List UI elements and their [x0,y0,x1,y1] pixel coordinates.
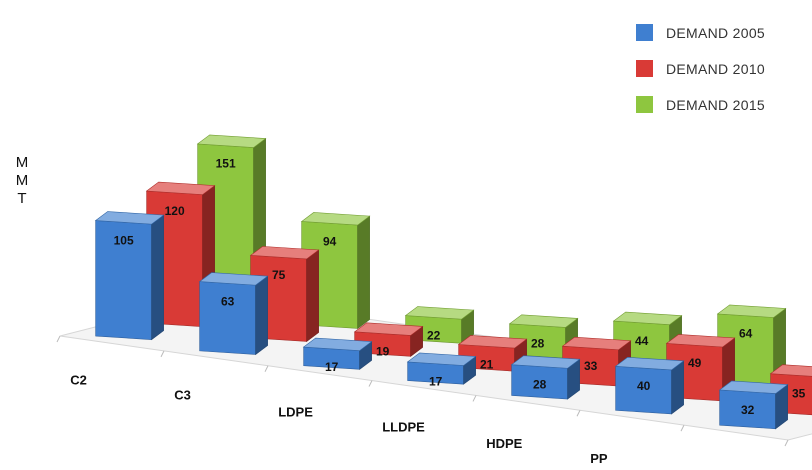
bar-side-face [151,214,164,341]
bar-side-face [306,249,319,343]
bar-data-label: 151 [216,157,236,171]
bar-top-face [406,352,477,366]
bar: 40 [614,356,685,415]
bar-top-face [716,304,787,318]
bar: 63 [198,272,269,356]
x-axis-tick [576,410,581,417]
x-axis-tick-label: PP [590,451,608,466]
y-axis-label-letter: M [16,154,29,171]
bar-top-face [196,134,267,148]
bar-data-label: 22 [427,328,441,342]
bar-top-face [404,306,475,320]
x-axis-tick-label: HDPE [486,436,522,451]
x-axis-tick-label: C3 [174,388,191,403]
bar-top-face [718,380,789,394]
x-axis-tick [784,439,789,447]
bar-top-face [94,211,165,225]
bar-data-label: 21 [480,357,494,371]
legend-label: DEMAND 2015 [666,97,765,113]
bar: 32 [718,380,789,430]
bar-data-label: 28 [531,337,545,351]
bar-front-face [199,281,256,355]
bar-data-label: 94 [323,234,337,248]
bar-side-face [357,215,370,330]
bar-top-face [249,246,320,260]
bar-top-face [300,212,371,226]
bar: 17 [302,337,373,374]
bar-data-label: 35 [792,386,806,400]
x-axis-tick-label: PVC [694,468,721,470]
bar-side-face [255,275,268,356]
x-axis-tick-label: C2 [70,373,87,388]
x-axis-tick [472,395,477,402]
bar-top-face [665,334,736,348]
legend-label: DEMAND 2005 [666,25,765,41]
legend: DEMAND 2005 DEMAND 2010 DEMAND 2015 [636,24,765,113]
x-axis-tick [56,335,61,343]
x-axis-tick-labels: C2 C3 LDPE LLDPE HDPE PP PVC [70,373,721,470]
bar-data-label: 75 [272,268,286,282]
bar-top-face [769,364,812,377]
x-axis-tick-label: LLDPE [382,419,425,434]
bar-top-face [561,336,632,351]
bar: 28 [510,355,581,400]
bar-data-label: 40 [637,379,651,393]
chart-bars: 1519422284464441207519213349351056317172… [94,134,812,430]
bar-data-label: 17 [429,375,443,389]
legend-swatch [636,96,653,113]
bar-top-face [612,311,683,325]
legend-item: DEMAND 2010 [636,60,765,77]
legend-label: DEMAND 2010 [666,61,765,77]
bar-data-label: 105 [114,233,134,247]
bar-data-label: 17 [325,360,339,374]
legend-item: DEMAND 2005 [636,24,765,41]
bar-top-face [457,335,528,349]
x-axis-tick [160,350,165,358]
bar-top-face [145,181,216,195]
legend-swatch [636,60,653,77]
bar-top-face [353,322,424,336]
y-axis-label-letter: M [16,172,29,189]
bar-top-face [302,337,373,351]
legend-item: DEMAND 2015 [636,96,765,113]
bar-data-label: 28 [533,377,547,391]
bar-data-label: 33 [584,359,598,373]
bar-top-face [508,314,579,328]
x-axis-tick [680,424,685,432]
y-axis-label-letter: T [17,190,26,207]
bar: 105 [94,211,165,341]
x-axis-tick [368,380,373,387]
bar-data-label: 32 [741,403,755,417]
y-axis-label: MMT [16,154,29,207]
bar-data-label: 120 [165,204,185,218]
bar-top-face [614,356,685,371]
bar-data-label: 19 [376,345,390,359]
x-axis-tick-label: LDPE [278,404,313,419]
bar-data-label: 63 [221,294,235,308]
bar-data-label: 49 [688,356,702,370]
bar-data-label: 64 [739,327,753,341]
bar-top-face [198,272,269,286]
bar-top-face [510,355,581,369]
legend-swatch [636,24,653,41]
x-axis-tick [264,365,269,372]
bar: 17 [406,352,477,389]
bar-data-label: 44 [635,334,649,348]
